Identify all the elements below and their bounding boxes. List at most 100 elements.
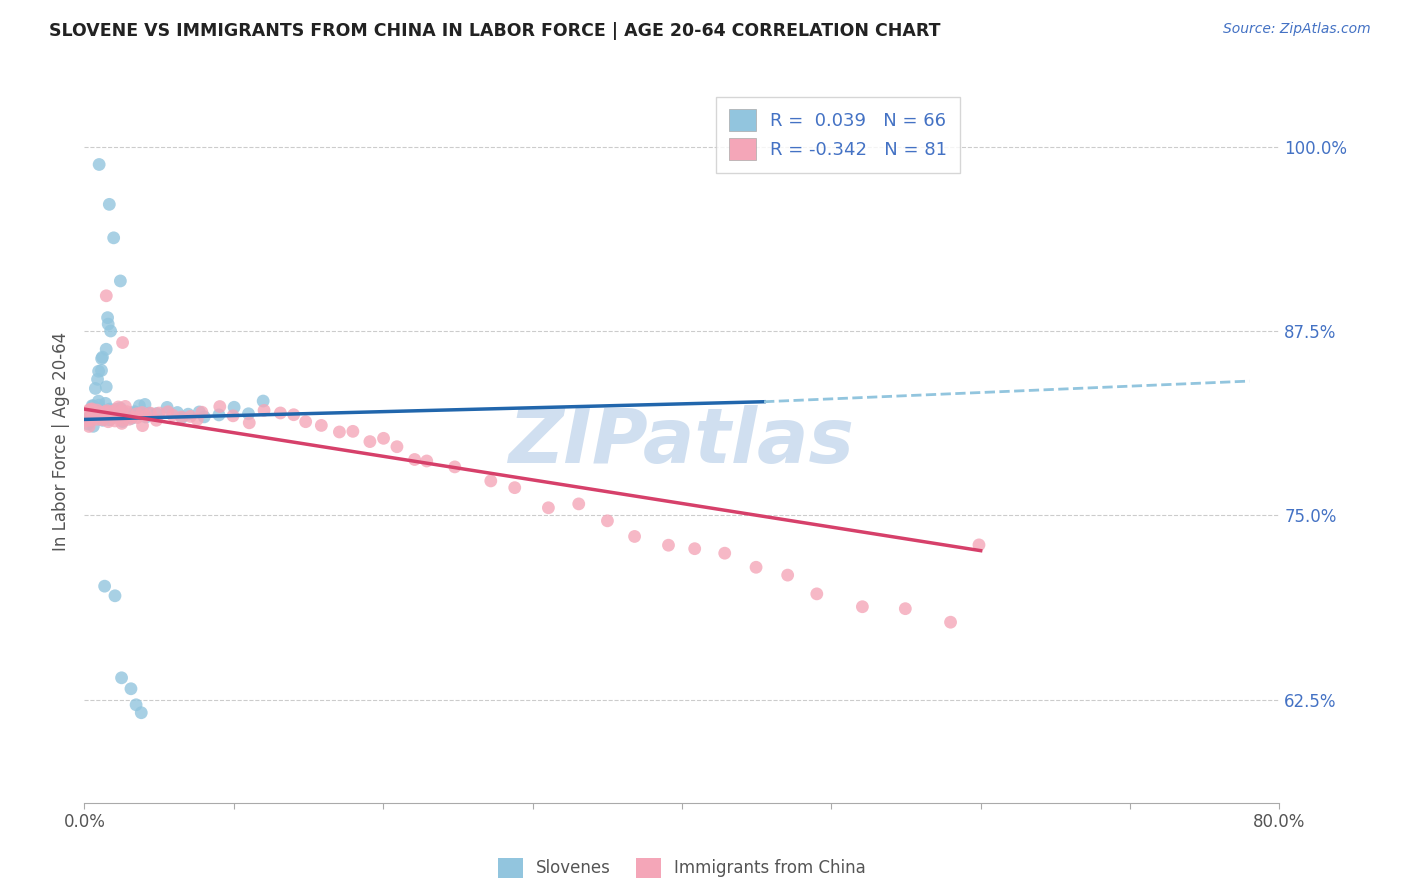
Immigrants from China [77, 419, 100, 434]
Slovenes [188, 405, 211, 419]
Text: ZIPatlas: ZIPatlas [509, 405, 855, 478]
Slovenes [87, 398, 110, 412]
Immigrants from China [77, 410, 100, 425]
Immigrants from China [112, 413, 135, 427]
Immigrants from China [91, 412, 114, 426]
Immigrants from China [139, 406, 162, 420]
Slovenes [97, 310, 120, 325]
Immigrants from China [90, 409, 112, 423]
Slovenes [79, 410, 101, 425]
Immigrants from China [373, 431, 395, 445]
Immigrants from China [156, 405, 179, 419]
Slovenes [91, 413, 114, 427]
Immigrants from China [79, 402, 101, 417]
Immigrants from China [294, 415, 316, 429]
Slovenes [89, 157, 111, 171]
Immigrants from China [115, 405, 138, 419]
Slovenes [97, 317, 120, 331]
Immigrants from China [404, 452, 426, 467]
Immigrants from China [806, 587, 828, 601]
Immigrants from China [683, 541, 706, 556]
Immigrants from China [745, 560, 768, 574]
Immigrants from China [84, 409, 107, 423]
Immigrants from China [86, 403, 108, 417]
Immigrants from China [89, 405, 111, 419]
Slovenes [124, 406, 146, 420]
Slovenes [193, 409, 215, 424]
Slovenes [79, 409, 101, 424]
Slovenes [79, 410, 101, 425]
Immigrants from China [97, 415, 120, 429]
Slovenes [112, 406, 135, 420]
Immigrants from China [713, 546, 735, 560]
Slovenes [90, 351, 112, 366]
Slovenes [82, 407, 104, 421]
Immigrants from China [108, 410, 131, 425]
Slovenes [98, 197, 121, 211]
Slovenes [177, 407, 200, 421]
Slovenes [124, 404, 146, 418]
Immigrants from China [967, 538, 990, 552]
Slovenes [129, 706, 152, 720]
Immigrants from China [83, 405, 105, 419]
Immigrants from China [135, 409, 157, 423]
Immigrants from China [359, 434, 381, 449]
Y-axis label: In Labor Force | Age 20-64: In Labor Force | Age 20-64 [52, 332, 70, 551]
Immigrants from China [96, 289, 118, 303]
Immigrants from China [170, 410, 193, 425]
Immigrants from China [80, 413, 103, 427]
Immigrants from China [84, 409, 107, 424]
Slovenes [134, 397, 156, 411]
Immigrants from China [385, 440, 408, 454]
Immigrants from China [568, 497, 591, 511]
Slovenes [166, 405, 188, 419]
Immigrants from China [111, 417, 134, 431]
Slovenes [87, 409, 110, 424]
Immigrants from China [623, 529, 645, 543]
Immigrants from China [77, 403, 100, 417]
Slovenes [156, 401, 179, 415]
Immigrants from China [104, 402, 127, 417]
Slovenes [238, 407, 260, 421]
Slovenes [82, 399, 104, 413]
Immigrants from China [107, 400, 129, 414]
Immigrants from China [253, 403, 276, 417]
Slovenes [91, 350, 114, 364]
Slovenes [96, 343, 118, 357]
Immigrants from China [104, 414, 127, 428]
Text: Source: ZipAtlas.com: Source: ZipAtlas.com [1223, 22, 1371, 37]
Immigrants from China [84, 407, 107, 421]
Immigrants from China [776, 568, 799, 582]
Immigrants from China [851, 599, 873, 614]
Immigrants from China [111, 335, 134, 350]
Slovenes [120, 411, 142, 425]
Immigrants from China [86, 412, 108, 426]
Slovenes [107, 409, 129, 424]
Slovenes [138, 406, 160, 420]
Immigrants from China [162, 408, 184, 422]
Slovenes [128, 399, 150, 413]
Immigrants from China [76, 414, 98, 428]
Immigrants from China [311, 418, 333, 433]
Slovenes [104, 409, 127, 423]
Slovenes [112, 410, 135, 425]
Slovenes [100, 324, 122, 338]
Immigrants from China [283, 408, 305, 422]
Immigrants from China [80, 401, 103, 416]
Text: SLOVENE VS IMMIGRANTS FROM CHINA IN LABOR FORCE | AGE 20-64 CORRELATION CHART: SLOVENE VS IMMIGRANTS FROM CHINA IN LABO… [49, 22, 941, 40]
Slovenes [145, 407, 167, 421]
Immigrants from China [238, 416, 260, 430]
Immigrants from China [127, 410, 149, 425]
Slovenes [82, 399, 104, 413]
Immigrants from China [103, 410, 125, 425]
Slovenes [87, 394, 110, 409]
Slovenes [120, 681, 142, 696]
Slovenes [98, 402, 121, 417]
Immigrants from China [179, 409, 201, 424]
Immigrants from China [93, 406, 115, 420]
Slovenes [86, 403, 108, 417]
Immigrants from China [208, 400, 231, 414]
Slovenes [87, 364, 110, 378]
Immigrants from China [503, 481, 526, 495]
Slovenes [94, 396, 117, 410]
